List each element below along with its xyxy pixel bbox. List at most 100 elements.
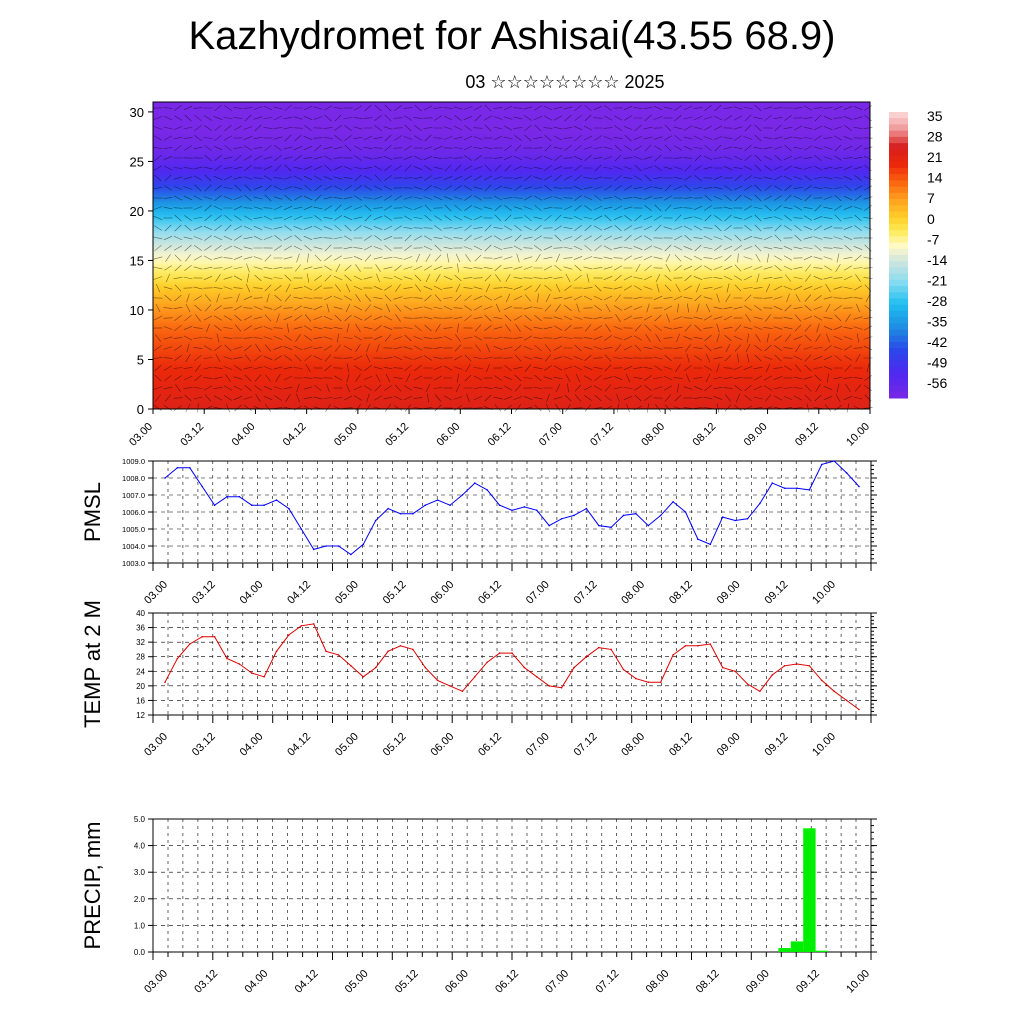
pmsl-point bbox=[771, 482, 774, 484]
pmsl-y-tick-label: 1009.0 bbox=[122, 457, 145, 466]
colorbar-band bbox=[889, 385, 908, 393]
temp2m-point bbox=[226, 657, 228, 660]
pmsl-point bbox=[399, 512, 402, 515]
pmsl-point bbox=[647, 524, 650, 527]
x-tick-label: 10.00 bbox=[844, 421, 872, 449]
pmsl-point bbox=[845, 472, 848, 474]
pmsl-point bbox=[300, 528, 303, 530]
temp2m-point bbox=[647, 681, 650, 683]
temp2m-x-tick-label: 07.12 bbox=[572, 731, 600, 759]
temp2m-point bbox=[412, 648, 414, 651]
precip-y-tick-label: 4.0 bbox=[134, 842, 146, 851]
colorbar-band bbox=[889, 279, 908, 287]
temp2m-point bbox=[449, 685, 451, 687]
colorbar-band bbox=[889, 317, 908, 324]
pmsl-point bbox=[821, 463, 823, 466]
colorbar-label: 7 bbox=[927, 190, 935, 206]
precip-x-tick-label: 08.12 bbox=[694, 968, 722, 996]
temp2m-y-tick-label: 40 bbox=[136, 609, 145, 618]
colorbar-band bbox=[889, 223, 908, 231]
colorbar-band bbox=[889, 211, 908, 219]
y-tick-label: 25 bbox=[130, 154, 144, 169]
temp2m-point bbox=[486, 661, 489, 663]
temp2m-point bbox=[387, 650, 389, 653]
precip-bar bbox=[803, 828, 816, 952]
temp2m-x-tick-label: 07.00 bbox=[524, 731, 552, 759]
pmsl-point bbox=[746, 518, 749, 520]
temp2m-point bbox=[585, 655, 588, 658]
temp2m-point bbox=[635, 677, 637, 680]
y-tick-label: 5 bbox=[137, 352, 144, 367]
pmsl-y-tick-label: 1004.0 bbox=[122, 542, 145, 551]
pmsl-x-tick-label: 08.12 bbox=[667, 579, 695, 607]
colorbar-band bbox=[889, 329, 908, 337]
precip-x-tick-label: 06.12 bbox=[493, 968, 521, 996]
pmsl-point bbox=[486, 489, 489, 491]
temp2m-point bbox=[573, 666, 575, 669]
temp2m-point bbox=[300, 625, 303, 627]
temp2m-x-tick-label: 05.00 bbox=[333, 731, 361, 759]
colorbar-band bbox=[889, 230, 908, 237]
pmsl-point bbox=[709, 543, 712, 546]
x-tick-label: 08.12 bbox=[691, 421, 719, 449]
temp2m-point bbox=[312, 623, 315, 625]
x-tick-label: 04.12 bbox=[281, 421, 309, 449]
temp2m-point bbox=[251, 672, 253, 674]
colorbar-band bbox=[889, 143, 908, 150]
temp2m-point bbox=[759, 690, 761, 693]
y-tick-label: 15 bbox=[130, 253, 144, 268]
pmsl-point bbox=[424, 504, 427, 507]
pmsl-point bbox=[213, 504, 216, 507]
colorbar-band bbox=[889, 292, 908, 300]
temp2m-x-tick-label: 09.00 bbox=[715, 731, 743, 759]
colorbar-label: -7 bbox=[927, 231, 940, 247]
pmsl-point bbox=[288, 507, 290, 510]
temp2m-point bbox=[176, 657, 179, 660]
colorbar-label: 0 bbox=[927, 211, 935, 227]
temp2m-point bbox=[833, 690, 835, 693]
temp2m-point bbox=[350, 665, 352, 667]
colorbar-band bbox=[889, 124, 908, 132]
pmsl-point bbox=[697, 538, 699, 540]
temp2m-ylabel: TEMP at 2 M bbox=[80, 600, 105, 728]
temp2m-point bbox=[288, 634, 290, 636]
temp2m-x-tick-label: 08.00 bbox=[619, 731, 647, 759]
temp2m-point bbox=[783, 665, 786, 667]
pmsl-point bbox=[312, 548, 315, 551]
precip-x-tick-label: 09.12 bbox=[794, 968, 822, 996]
temp2m-x-tick-label: 04.00 bbox=[238, 731, 266, 759]
colorbar-band bbox=[889, 242, 908, 250]
colorbar-band bbox=[889, 360, 908, 368]
colorbar-label: 14 bbox=[927, 170, 943, 186]
colorbar-band bbox=[889, 323, 908, 331]
colorbar-band bbox=[889, 161, 908, 169]
page-title: Kazhydromet for Ashisai(43.55 68.9) bbox=[188, 14, 836, 58]
colorbar-band bbox=[889, 310, 908, 318]
temp2m-point bbox=[213, 635, 216, 638]
y-tick-label: 20 bbox=[130, 204, 144, 219]
temp2m-point bbox=[858, 708, 860, 711]
x-tick-label: 09.00 bbox=[742, 421, 770, 449]
x-tick-label: 07.12 bbox=[588, 421, 616, 449]
pmsl-point bbox=[858, 485, 860, 488]
temp2m-y-tick-label: 24 bbox=[136, 667, 145, 676]
precip-y-tick-label: 2.0 bbox=[134, 895, 146, 904]
pmsl-y-tick-label: 1003.0 bbox=[122, 559, 145, 568]
temp2m-point bbox=[511, 652, 513, 654]
pmsl-point bbox=[461, 494, 464, 496]
precip-y-tick-label: 5.0 bbox=[134, 815, 146, 824]
temp2m-point bbox=[808, 665, 811, 667]
pmsl-point bbox=[796, 487, 798, 490]
colorbar-band bbox=[889, 112, 908, 119]
temp2m-point bbox=[536, 676, 538, 678]
x-tick-label: 06.12 bbox=[486, 421, 514, 449]
temp2m-point bbox=[189, 643, 191, 645]
x-tick-label: 06.00 bbox=[434, 421, 462, 449]
pmsl-point bbox=[263, 504, 265, 507]
pmsl-point bbox=[374, 519, 377, 522]
colorbar-band bbox=[889, 149, 908, 157]
pmsl-point bbox=[548, 524, 550, 527]
temp2m-point bbox=[845, 699, 848, 702]
colorbar-label: 21 bbox=[927, 149, 943, 165]
